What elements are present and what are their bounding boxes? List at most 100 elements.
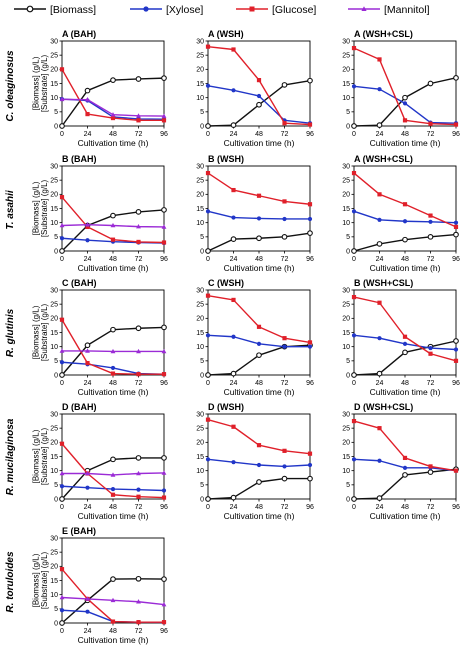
data-point-biomass: [135, 76, 142, 82]
data-point-xylose: [256, 462, 262, 468]
x-tick-label: 48: [109, 504, 117, 511]
data-point-biomass: [59, 248, 65, 254]
y-axis-label: [Biomass] (g/L)[Substrate] (g/L): [31, 54, 48, 112]
data-point-biomass: [376, 370, 383, 377]
x-tick-label: 96: [160, 256, 168, 263]
data-point-glucose: [161, 495, 167, 500]
panel-a-bah-0: A (BAH) 0 5 10 15 20 25 30 0 24 48 72 96 Cultivation …: [31, 29, 168, 148]
y-tick-label: 20: [196, 67, 204, 74]
series-line-glucose: [207, 294, 311, 344]
data-point-biomass: [307, 77, 313, 84]
data-point-biomass: [230, 370, 237, 377]
panel-title: B (BAH): [62, 154, 97, 164]
y-tick-label: 25: [342, 426, 350, 433]
x-tick-label: 0: [352, 131, 356, 138]
x-tick-label: 96: [160, 628, 168, 635]
y-tick-label: 25: [196, 53, 204, 60]
data-point-xylose: [307, 462, 313, 468]
data-point-xylose: [453, 220, 459, 225]
data-point-biomass: [135, 455, 142, 461]
data-point-mannitol: [59, 222, 65, 228]
data-point-xylose: [402, 219, 408, 224]
plot-frame: [207, 289, 311, 376]
data-point-biomass: [205, 123, 211, 129]
legend-label-glucose: [Glucose]: [272, 4, 316, 16]
y-tick-label: 10: [50, 95, 58, 102]
y-tick-label: 15: [50, 454, 58, 461]
x-tick-label: 72: [281, 380, 289, 387]
data-point-glucose: [231, 297, 236, 303]
series-line-biomass: [207, 344, 311, 376]
data-point-biomass: [205, 372, 211, 378]
data-point-biomass: [110, 576, 116, 582]
y-tick-label: 5: [54, 482, 58, 489]
y-tick-label: 30: [50, 163, 58, 170]
data-point-xylose: [282, 216, 287, 222]
panel-title: C (BAH): [62, 278, 97, 288]
y-tick-label: 5: [346, 234, 350, 241]
y-tick-label: 30: [50, 535, 58, 542]
data-point-mannitol: [161, 470, 167, 475]
series-line-glucose: [207, 172, 311, 205]
y-tick-label: 0: [346, 496, 350, 503]
y-tick-label: 25: [342, 53, 350, 60]
y-tick-label: 0: [200, 496, 204, 503]
data-point-glucose: [110, 371, 116, 376]
data-point-xylose: [59, 484, 65, 489]
y-tick-label: 0: [54, 372, 58, 379]
plot-frame: [353, 289, 457, 376]
x-tick-label: 48: [109, 131, 117, 138]
data-point-biomass: [205, 248, 211, 254]
data-point-biomass: [230, 494, 237, 501]
data-point-glucose: [85, 224, 90, 230]
y-tick-label: 25: [50, 178, 58, 185]
data-point-glucose: [402, 202, 408, 207]
data-point-glucose: [377, 300, 382, 305]
x-axis-label: Cultivation time (h): [224, 511, 295, 521]
y-tick-label: 5: [346, 358, 350, 365]
data-point-xylose: [85, 609, 90, 614]
y-tick-label: 25: [342, 178, 350, 185]
y-tick-label: 20: [50, 440, 58, 447]
legend-marker-glucose: [249, 6, 255, 12]
panel-c-wsh-7: C (WSH) 0 5 10 15 20 25 30 0 24 48 72 96 Cultivation …: [196, 278, 314, 397]
data-point-mannitol: [59, 470, 65, 476]
data-point-glucose: [351, 418, 357, 424]
data-point-biomass: [84, 87, 91, 94]
data-point-mannitol: [161, 348, 167, 354]
species-label-r-mucilaginosa: R. mucilaginosa: [5, 418, 16, 495]
data-point-glucose: [161, 620, 167, 625]
y-tick-label: 30: [342, 163, 350, 170]
y-tick-label: 20: [342, 316, 350, 323]
data-point-xylose: [428, 345, 433, 351]
data-point-xylose: [282, 344, 287, 349]
y-tick-label: 10: [342, 344, 350, 351]
data-point-glucose: [85, 361, 90, 366]
data-point-glucose: [136, 118, 141, 123]
x-tick-label: 72: [427, 380, 435, 387]
data-point-glucose: [282, 336, 287, 341]
y-tick-label: 30: [342, 411, 350, 418]
data-point-xylose: [351, 84, 357, 89]
legend: [Biomass] [Xylose] [Glucose] [Mannitol]: [14, 4, 430, 16]
series-line-glucose: [207, 418, 311, 455]
y-tick-label: 30: [50, 287, 58, 294]
data-point-glucose: [205, 44, 211, 49]
x-tick-label: 24: [376, 504, 384, 511]
x-axis-label: Cultivation time (h): [370, 387, 441, 397]
y-tick-label: 15: [342, 81, 350, 88]
x-tick-label: 96: [160, 504, 168, 511]
x-tick-label: 72: [281, 256, 289, 263]
data-point-mannitol: [85, 470, 90, 476]
data-point-xylose: [205, 209, 211, 214]
x-tick-label: 48: [109, 380, 117, 387]
y-tick-label: 0: [346, 372, 350, 379]
x-tick-label: 0: [352, 256, 356, 263]
data-point-biomass: [84, 342, 91, 349]
y-tick-label: 0: [200, 123, 204, 130]
x-tick-label: 0: [60, 256, 64, 263]
y-tick-label: 15: [196, 330, 204, 337]
x-tick-label: 48: [109, 256, 117, 263]
data-point-biomass: [427, 233, 434, 240]
species-labels: C. oleaginosus T. asahii R. glutinis R. …: [5, 50, 16, 613]
